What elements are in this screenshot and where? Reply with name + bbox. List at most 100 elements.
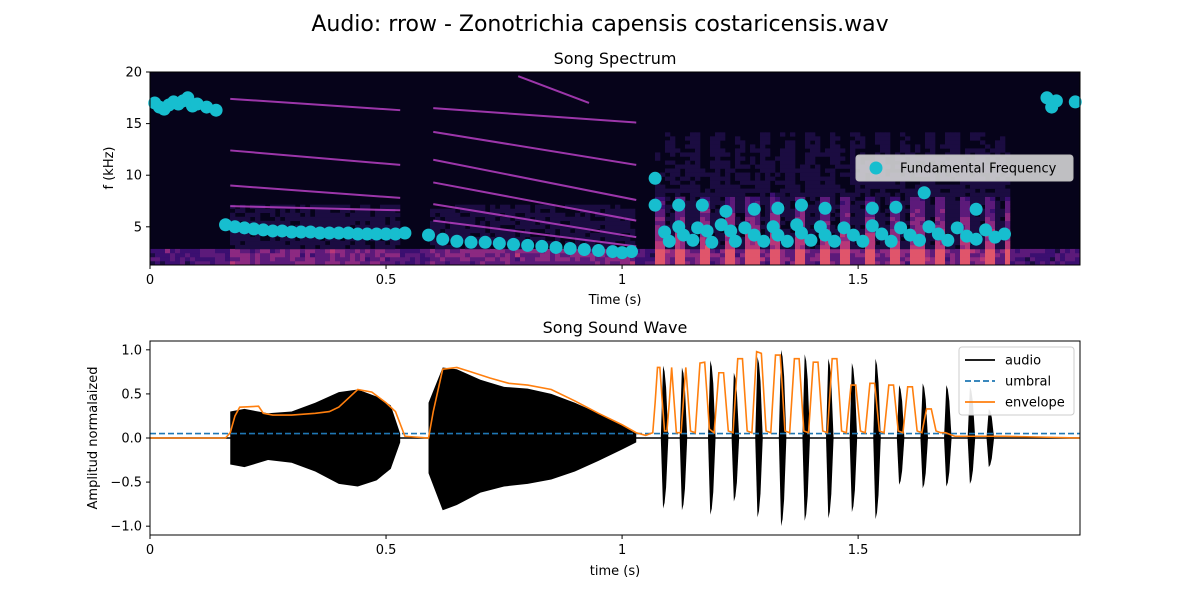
spectrogram-cell <box>745 176 751 181</box>
spectrogram-cell <box>810 216 816 222</box>
spectrogram-cell <box>470 228 476 234</box>
spectrogram-cell <box>845 244 851 250</box>
spectrogram-cell <box>770 196 776 201</box>
spectrogram-cell <box>440 260 446 266</box>
spectrogram-cell <box>565 232 571 238</box>
fundamental-frequency-point <box>370 227 384 241</box>
spectrogram-cell <box>930 136 936 141</box>
spectrogram-cell <box>740 248 746 254</box>
fundamental-frequency-point <box>322 226 336 240</box>
spectrogram-cell <box>685 168 691 173</box>
spectrogram-cell <box>715 136 721 141</box>
spectrogram-cell <box>330 224 336 230</box>
spectrogram-cell <box>660 252 666 258</box>
spectrogram-cell <box>755 248 761 254</box>
spectrogram-cell <box>705 248 711 254</box>
spectrogram-cell <box>470 260 476 266</box>
spectrogram-cell <box>395 252 401 258</box>
spectrogram-cell <box>995 244 1001 250</box>
spectrogram-cell <box>325 216 331 222</box>
spectrogram-cell <box>575 240 581 246</box>
spectrogram-cell <box>675 188 681 193</box>
spectrogram-cell <box>655 216 661 222</box>
spectrogram-cell <box>760 136 766 141</box>
spectrogram-cell <box>960 192 966 197</box>
spectrogram-cell <box>795 244 801 250</box>
spectrogram-cell <box>365 216 371 222</box>
fundamental-frequency-point <box>997 227 1011 241</box>
spectrogram-cell <box>700 216 706 222</box>
spectrogram-cell <box>325 244 331 250</box>
spectrogram-cell <box>640 256 646 262</box>
spectrogram-cell <box>460 252 466 258</box>
spectrogram-cell <box>790 196 796 201</box>
spectrogram-cell <box>545 248 551 254</box>
spectrogram-cell <box>500 204 506 210</box>
spectrogram-cell <box>280 256 286 262</box>
spectrogram-cell <box>305 240 311 246</box>
spectrogram-cell <box>1070 248 1076 254</box>
spectrogram-cell <box>560 232 566 238</box>
spectrogram-cell <box>745 208 751 214</box>
fundamental-frequency-point <box>865 219 879 233</box>
spectrogram-cell <box>805 252 811 258</box>
spectrogram-cell <box>955 260 961 266</box>
spectrogram-cell <box>150 256 156 262</box>
spectrogram-cell <box>425 256 431 262</box>
spectrogram-cell <box>900 244 906 250</box>
spectrogram-cell <box>840 232 846 238</box>
spectrogram-cell <box>355 256 361 262</box>
spectrogram-cell <box>375 260 381 266</box>
spectrogram-cell <box>810 172 816 177</box>
spectrogram-cell <box>765 260 771 266</box>
spectrogram-cell <box>800 260 806 266</box>
spectrogram-cell <box>760 168 766 173</box>
spectrogram-cell <box>995 212 1001 218</box>
spectrogram-cell <box>850 152 856 157</box>
spectrogram-cell <box>740 164 746 169</box>
spectrogram-cell <box>385 212 391 218</box>
spectrogram-cell <box>775 248 781 254</box>
spectrogram-cell <box>270 220 276 226</box>
spectrogram-cell <box>510 232 516 238</box>
spectrogram-cell <box>1000 252 1006 258</box>
spectrogram-cell <box>700 212 706 218</box>
spectrogram-cell <box>995 252 1001 258</box>
spectrogram-cell <box>690 212 696 218</box>
spectrogram-cell <box>430 220 436 226</box>
spectrogram-cell <box>770 212 776 218</box>
spectrogram-cell <box>890 216 896 222</box>
spectrogram-cell <box>715 212 721 218</box>
spectrogram-cell <box>360 224 366 230</box>
spectrogram-cell <box>735 220 741 226</box>
spectrogram-cell <box>335 244 341 250</box>
spectrogram-cell <box>805 136 811 141</box>
spectrogram-cell <box>1015 256 1021 262</box>
fundamental-frequency-point <box>388 227 402 241</box>
spectrogram-cell <box>910 220 916 226</box>
spectrogram-cell <box>515 208 521 214</box>
spectrogram-cell <box>970 260 976 266</box>
audio-syllable <box>944 385 952 487</box>
spectrogram-cell <box>785 160 791 165</box>
spectrogram-cell <box>805 176 811 181</box>
spectrogram-cell <box>540 216 546 222</box>
spectrogram-cell <box>780 156 786 161</box>
spectrogram-cell <box>480 220 486 226</box>
spectrogram-cell <box>160 248 166 254</box>
spectrogram-cell <box>175 252 181 258</box>
spectrogram-cell <box>370 252 376 258</box>
spectrogram-cell <box>205 252 211 258</box>
spectrogram-cell <box>930 208 936 214</box>
spectrogram-cell <box>190 256 196 262</box>
fundamental-frequency-point <box>275 224 289 238</box>
spectrogram-cell <box>315 248 321 254</box>
spectrogram-cell <box>830 160 836 165</box>
spectrogram-cell <box>520 232 526 238</box>
spectrogram-cell <box>580 220 586 226</box>
spectrogram-cell <box>810 260 816 266</box>
audio-syllable <box>679 367 688 511</box>
spectrogram-cell <box>855 252 861 258</box>
spectrogram-cell <box>970 228 976 234</box>
spectrogram-cell <box>830 144 836 149</box>
